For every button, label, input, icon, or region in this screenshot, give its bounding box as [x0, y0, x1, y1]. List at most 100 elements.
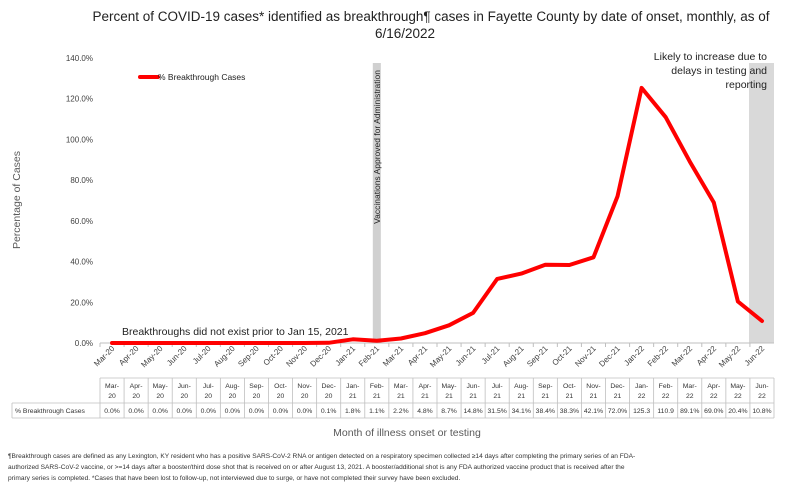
table-month-label: Oct-: [563, 383, 576, 390]
table-year-label: 21: [421, 393, 429, 400]
x-tick-label: Mar-20: [92, 344, 117, 369]
table-month-label: Dec-: [321, 383, 335, 390]
table-value-cell: 72.0%: [608, 408, 627, 415]
y-tick-label: 140.0%: [66, 54, 93, 63]
table-series-label: % Breakthrough Cases: [15, 408, 85, 415]
table-month-label: Jul-: [203, 383, 214, 390]
x-tick-label: Jun-20: [165, 344, 189, 368]
table-value-cell: 38.3%: [560, 408, 579, 415]
data-point-oct-21: [567, 263, 571, 267]
table-year-label: 21: [445, 393, 453, 400]
data-point-may-22: [736, 299, 740, 304]
table-value-cell: 0.0%: [201, 408, 217, 415]
table-year-label: 22: [734, 393, 742, 400]
x-tick-label: Jan-21: [333, 344, 357, 368]
shaded-band-jun-22: [749, 63, 774, 343]
table-month-label: Feb-: [370, 383, 384, 390]
table-year-label: 22: [686, 393, 694, 400]
table-month-label: Mar-: [683, 383, 697, 390]
x-tick-label: Jun-21: [454, 344, 478, 368]
data-point-aug-21: [519, 271, 523, 276]
table-value-cell: 14.8%: [463, 408, 482, 415]
x-tick-label: May-22: [717, 344, 743, 370]
table-year-label: 21: [566, 393, 574, 400]
table-year-label: 20: [180, 393, 188, 400]
table-value-cell: 1.8%: [345, 408, 361, 415]
data-point-nov-21: [591, 255, 596, 259]
table-month-label: Apr-: [707, 383, 720, 390]
data-point-jun-22: [760, 319, 764, 323]
data-point-sep-21: [543, 263, 547, 267]
table-value-cell: 125.3: [633, 408, 650, 415]
table-month-label: Dec-: [610, 383, 624, 390]
table-year-label: 21: [542, 393, 550, 400]
vaccination-annotation: Vaccinations Approved for Administration: [372, 70, 382, 224]
table-year-label: 20: [325, 393, 333, 400]
table-value-cell: 0.0%: [249, 408, 265, 415]
data-point-dec-20: [327, 341, 331, 345]
x-tick-label: Oct-21: [550, 344, 574, 368]
table-value-cell: 8.7%: [441, 408, 457, 415]
table-year-label: 22: [710, 393, 718, 400]
table-year-label: 21: [493, 393, 501, 400]
y-tick-label: 80.0%: [70, 176, 93, 185]
table-value-cell: 69.0%: [704, 408, 723, 415]
data-point-mar-22: [688, 160, 692, 164]
chart-title-line-2: 6/16/2022: [375, 26, 435, 41]
table-year-label: 22: [758, 393, 766, 400]
legend: % Breakthrough Cases: [138, 72, 245, 82]
data-point-may-20: [158, 341, 162, 345]
table-month-label: Apr-: [419, 383, 432, 390]
table-value-cell: 0.0%: [128, 408, 144, 415]
table-month-label: Jun-: [755, 383, 768, 390]
x-tick-label: Nov-21: [573, 344, 598, 369]
data-point-jun-20: [182, 341, 186, 345]
x-tick-label: Nov-20: [284, 344, 309, 369]
table-year-label: 20: [156, 393, 164, 400]
table-year-label: 21: [373, 393, 381, 400]
y-tick-label: 40.0%: [70, 258, 93, 267]
y-tick-label: 0.0%: [75, 339, 93, 348]
data-point-apr-21: [423, 331, 427, 335]
x-tick-label: Apr-22: [695, 344, 719, 368]
legend-label: % Breakthrough Cases: [158, 72, 245, 82]
table-year-label: 20: [108, 393, 116, 400]
table-value-cell: 0.0%: [297, 408, 313, 415]
data-point-apr-20: [134, 341, 138, 345]
x-tick-label: May-21: [428, 344, 454, 370]
table-year-label: 20: [229, 393, 237, 400]
likely-increase-annotation-line: reporting: [726, 79, 768, 91]
likely-increase-annotation-line: Likely to increase due to: [654, 51, 767, 63]
x-tick-label: Dec-21: [597, 344, 622, 369]
data-point-oct-20: [278, 341, 283, 345]
footnote: ¶Breakthrough cases are defined as any L…: [8, 453, 635, 482]
x-tick-label: Dec-20: [308, 344, 333, 369]
y-tick-label: 60.0%: [70, 217, 93, 226]
table-year-label: 20: [301, 393, 309, 400]
table-value-cell: 2.2%: [393, 408, 409, 415]
x-axis-title: Month of illness onset or testing: [333, 427, 481, 439]
table-month-label: Mar-: [105, 383, 119, 390]
likely-increase-annotation-line: delays in testing and: [671, 65, 767, 77]
table-value-cell: 20.4%: [728, 408, 747, 415]
x-tick-label: Sep-20: [236, 344, 261, 369]
x-tick-label: Sep-21: [525, 344, 550, 369]
data-point-may-21: [447, 323, 451, 327]
table-month-label: Sep-: [249, 383, 263, 390]
x-tick-label: Aug-20: [212, 344, 237, 369]
table-month-label: Jun-: [466, 383, 479, 390]
table-year-label: 20: [205, 393, 213, 400]
footnote-line: ¶Breakthrough cases are defined as any L…: [8, 453, 635, 460]
table-month-label: Jan-: [346, 383, 359, 390]
x-tick-label: Jan-22: [622, 344, 646, 368]
table-year-label: 22: [662, 393, 670, 400]
table-year-label: 22: [638, 393, 646, 400]
table-value-cell: 89.1%: [680, 408, 699, 415]
table-value-cell: 110.9: [657, 408, 674, 415]
data-point-apr-22: [712, 200, 716, 205]
table-month-label: Feb-: [659, 383, 673, 390]
x-tick-label: Apr-21: [406, 344, 430, 368]
table-value-cell: 42.1%: [584, 408, 603, 415]
table-value-cell: 0.0%: [225, 408, 241, 415]
table-value-cell: 34.1%: [512, 408, 531, 415]
